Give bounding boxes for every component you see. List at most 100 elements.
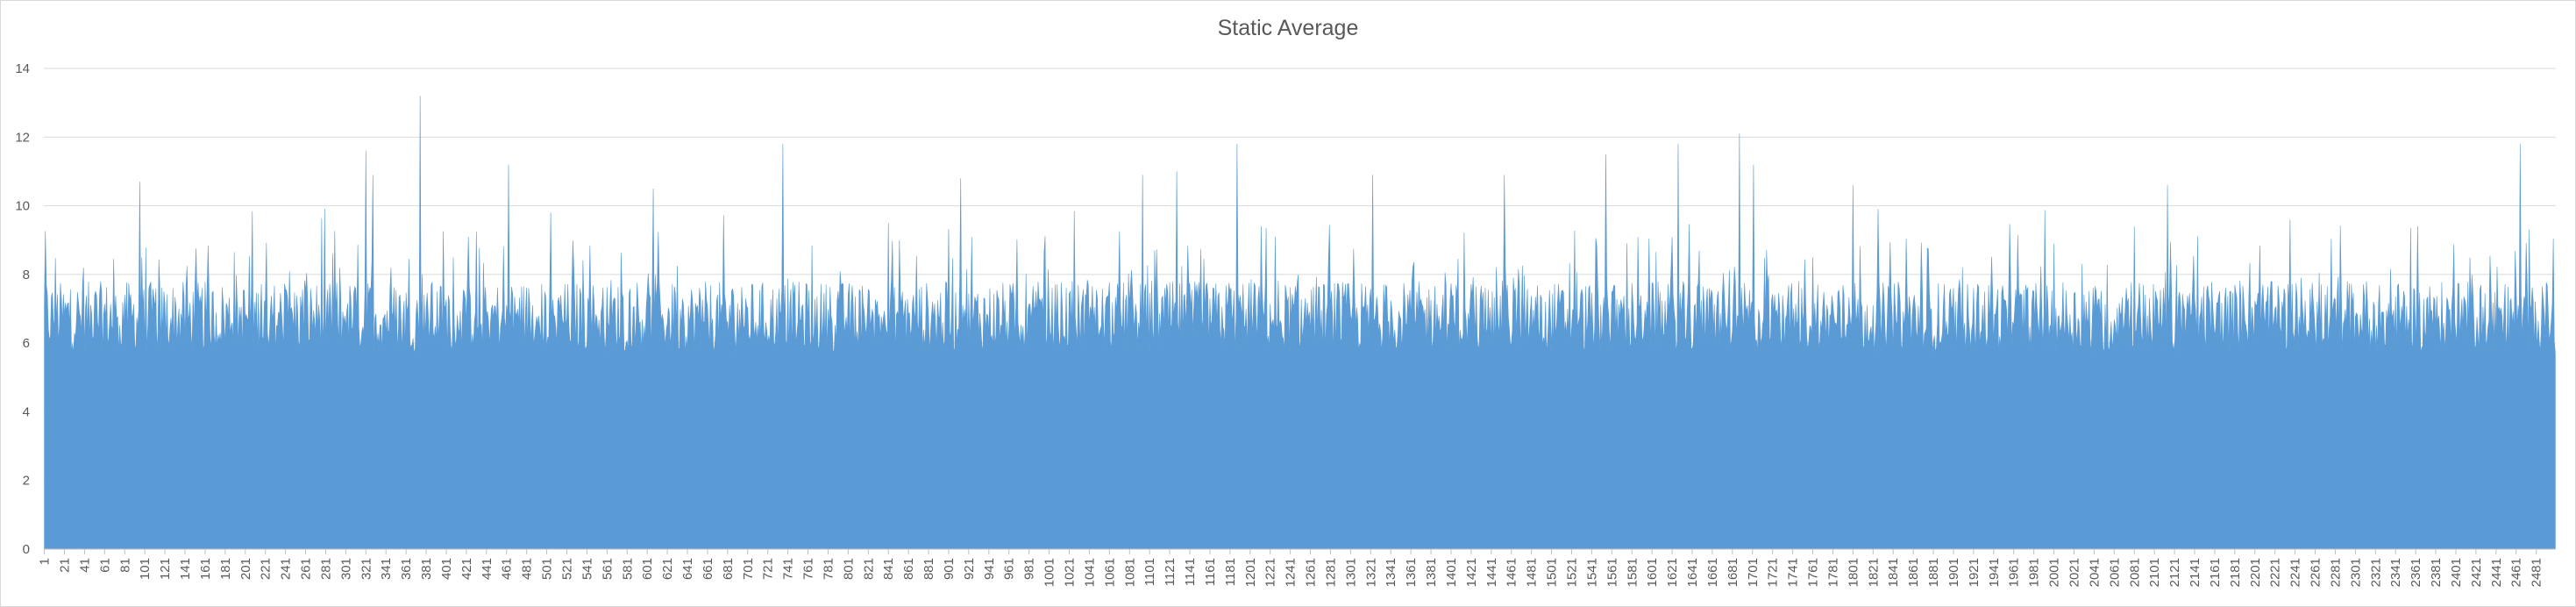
x-tick-label: 2121 [2167, 558, 2182, 587]
x-tick-label: 821 [861, 558, 876, 580]
x-tick-label: 1561 [1605, 558, 1619, 587]
x-tick-label: 1541 [1584, 558, 1599, 587]
x-tick-label: 981 [1022, 558, 1037, 580]
x-tick-label: 181 [218, 558, 233, 580]
x-tick-label: 2401 [2449, 558, 2464, 587]
x-tick-label: 2101 [2147, 558, 2162, 587]
x-tick-label: 1441 [1484, 558, 1499, 587]
x-tick-label: 301 [338, 558, 353, 580]
y-tick-label: 14 [15, 61, 30, 76]
x-tick-label: 1661 [1705, 558, 1720, 587]
x-tick-label: 2021 [2067, 558, 2081, 587]
x-tick-label: 1041 [1082, 558, 1097, 587]
x-tick-label: 1141 [1183, 558, 1198, 586]
x-tick-label: 1961 [2007, 558, 2022, 587]
x-tick-label: 1781 [1825, 558, 1840, 587]
x-tick-label: 881 [922, 558, 936, 580]
x-tick-label: 741 [781, 558, 796, 580]
x-tick-label: 761 [801, 558, 816, 580]
x-tick-label: 41 [77, 558, 92, 573]
y-tick-label: 6 [23, 336, 30, 351]
x-tick-label: 701 [741, 558, 756, 580]
x-tick-label: 561 [600, 558, 615, 580]
x-tick-label: 541 [580, 558, 594, 580]
x-tick-label: 1201 [1243, 558, 1258, 587]
x-tick-label: 461 [500, 558, 515, 580]
x-tick-label: 241 [279, 558, 294, 580]
x-tick-label: 101 [138, 558, 153, 580]
x-tick-label: 2281 [2328, 558, 2343, 587]
x-tick-label: 1281 [1323, 558, 1338, 587]
x-tick-label: 2321 [2368, 558, 2383, 587]
x-tick-label: 81 [117, 558, 132, 573]
x-tick-label: 1241 [1284, 558, 1299, 587]
x-tick-label: 641 [680, 558, 695, 580]
x-tick-label: 661 [701, 558, 715, 580]
x-tick-label: 1301 [1343, 558, 1358, 587]
x-tick-label: 901 [942, 558, 957, 580]
x-tick-label: 1981 [2027, 558, 2042, 587]
series-area [44, 96, 2556, 550]
x-tick-label: 61 [97, 558, 112, 573]
x-tick-label: 1061 [1102, 558, 1117, 587]
x-tick-label: 2421 [2469, 558, 2484, 587]
x-tick-label: 141 [178, 558, 193, 580]
x-tick-label: 2061 [2107, 558, 2122, 587]
x-tick-label: 2381 [2429, 558, 2444, 587]
x-tick-label: 2261 [2309, 558, 2323, 587]
x-tick-label: 1341 [1384, 558, 1398, 587]
y-axis-ticks: 0 2 4 6 8 10 12 14 [15, 61, 30, 557]
x-tick-label: 21 [57, 558, 72, 573]
x-tick-label: 1501 [1545, 558, 1560, 587]
x-tick-label: 1421 [1464, 558, 1479, 587]
x-tick-label: 621 [660, 558, 675, 580]
x-tick-label: 1841 [1886, 558, 1901, 587]
x-tick-label: 1921 [1967, 558, 1982, 587]
x-tick-label: 1401 [1444, 558, 1459, 587]
x-tick-label: 441 [480, 558, 495, 580]
x-tick-label: 2361 [2409, 558, 2423, 587]
x-tick-label: 1761 [1806, 558, 1821, 587]
x-tick-label: 1521 [1564, 558, 1579, 587]
x-tick-label: 2481 [2530, 558, 2544, 587]
x-tick-label: 941 [982, 558, 997, 580]
x-tick-label: 1861 [1906, 558, 1921, 587]
x-tick-label: 1821 [1866, 558, 1881, 587]
x-tick-label: 801 [841, 558, 856, 580]
x-tick-label: 1261 [1304, 558, 1319, 587]
x-tick-label: 841 [881, 558, 896, 580]
x-tick-label: 501 [540, 558, 555, 580]
x-tick-label: 2181 [2228, 558, 2243, 587]
x-tick-label: 2221 [2268, 558, 2283, 587]
chart-title: Static Average [1217, 16, 1359, 40]
x-tick-label: 1741 [1786, 558, 1801, 587]
x-tick-label: 381 [419, 558, 434, 580]
x-tick-label: 1021 [1062, 558, 1077, 587]
x-tick-label: 481 [520, 558, 535, 580]
x-tick-label: 2041 [2087, 558, 2102, 587]
x-tick-label: 1481 [1525, 558, 1540, 587]
x-tick-label: 1701 [1746, 558, 1761, 587]
x-tick-label: 2441 [2489, 558, 2504, 587]
x-tick-label: 601 [640, 558, 655, 580]
x-tick-label: 1321 [1363, 558, 1378, 587]
y-tick-label: 4 [23, 404, 30, 419]
x-tick-label: 201 [238, 558, 253, 580]
x-tick-label: 401 [439, 558, 454, 580]
x-tick-label: 2081 [2127, 558, 2142, 587]
x-tick-label: 521 [559, 558, 574, 580]
x-tick-label: 2201 [2248, 558, 2263, 587]
x-tick-label: 961 [1002, 558, 1017, 580]
x-tick-label: 1161 [1203, 558, 1218, 586]
x-tick-label: 1101 [1142, 558, 1157, 586]
x-tick-label: 1801 [1846, 558, 1861, 587]
x-tick-label: 721 [761, 558, 776, 580]
x-tick-label: 2341 [2388, 558, 2403, 587]
x-tick-label: 921 [962, 558, 977, 580]
x-tick-label: 321 [359, 558, 374, 580]
x-tick-label: 861 [901, 558, 916, 580]
x-tick-label: 1621 [1665, 558, 1680, 587]
y-tick-label: 0 [23, 542, 30, 557]
x-tick-label: 421 [459, 558, 474, 580]
